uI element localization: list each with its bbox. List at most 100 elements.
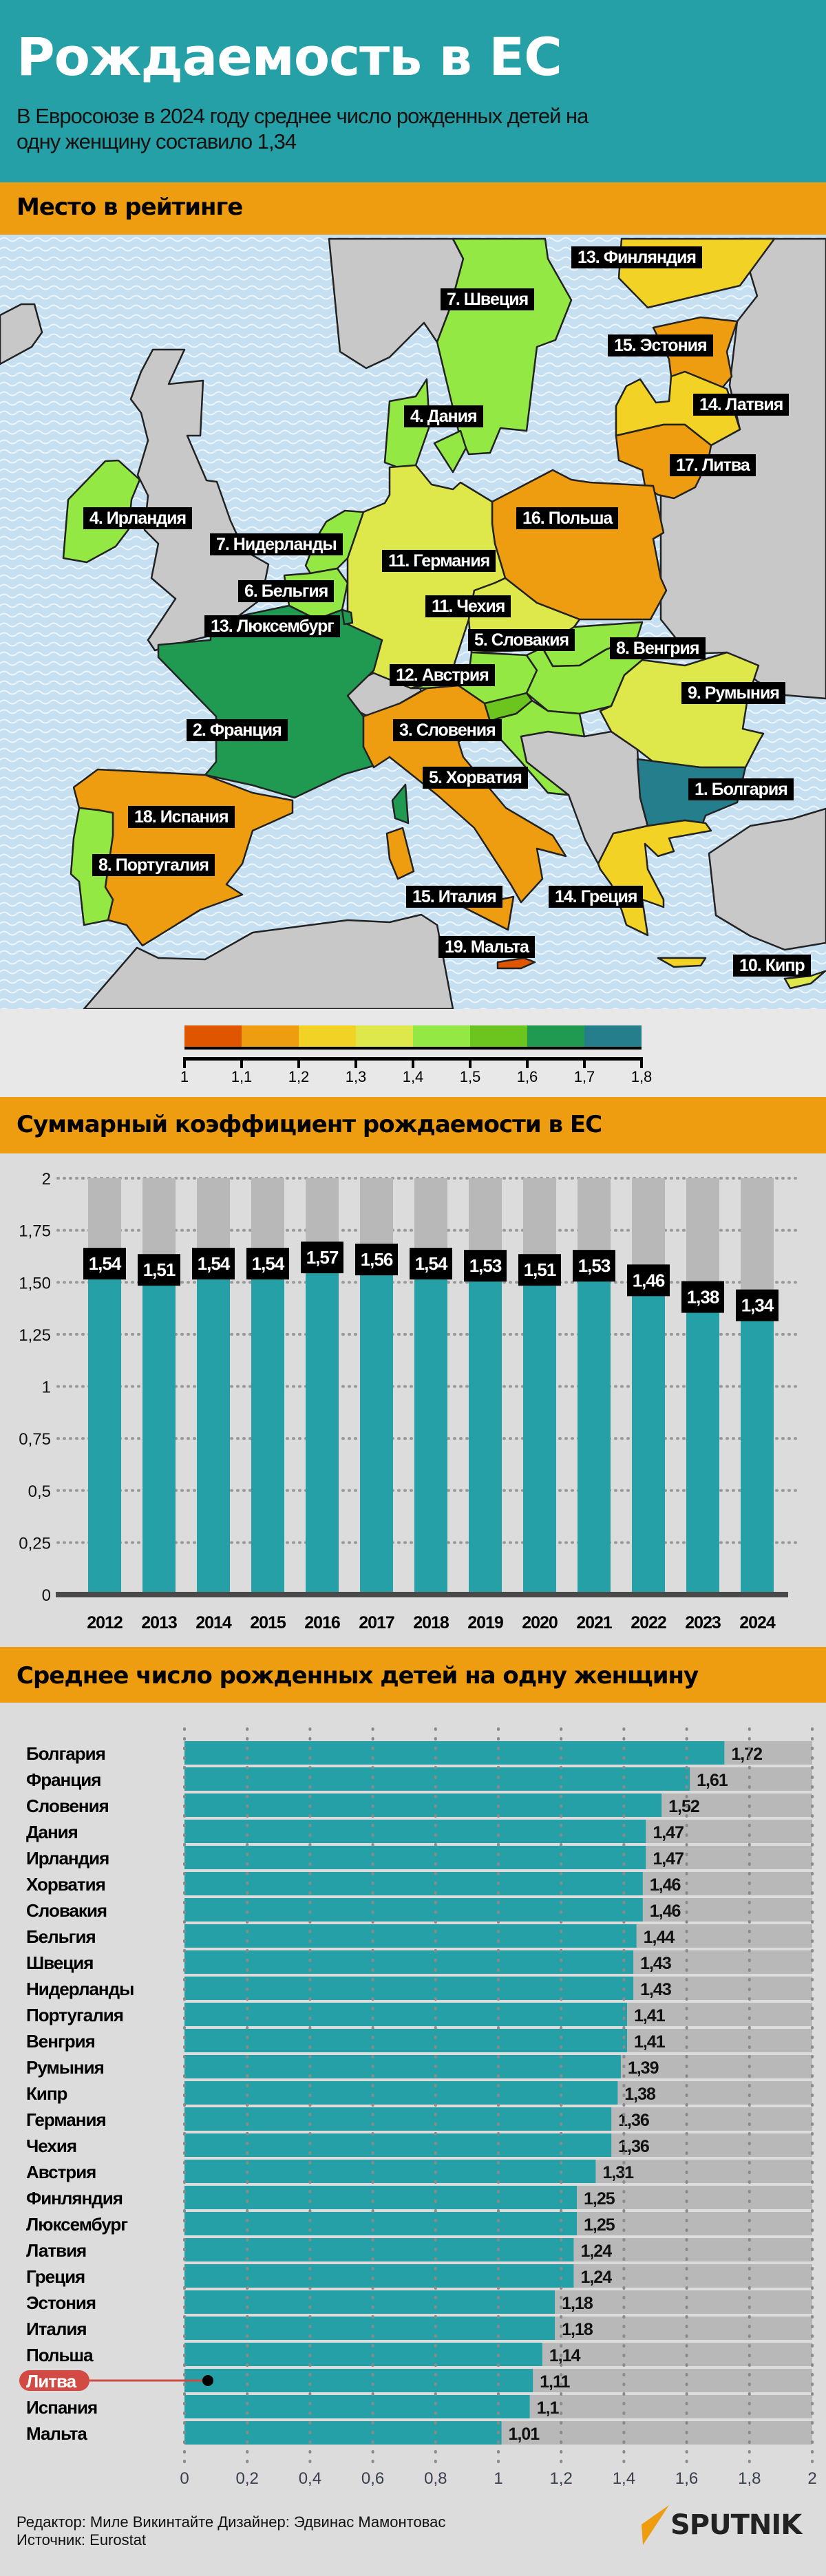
x-tick-label: 2020 <box>522 1613 558 1632</box>
x-tick-label: 2016 <box>304 1613 340 1632</box>
value-label: 1,46 <box>650 1902 681 1921</box>
x-tick-label: 2014 <box>195 1613 232 1632</box>
bar-Дания <box>184 1820 646 1843</box>
bar-2018 <box>414 1274 447 1595</box>
bar-Чехия <box>184 2133 612 2157</box>
value-label: 1,53 <box>469 1255 502 1276</box>
legend-swatch <box>356 1025 413 1047</box>
value-label: 1,18 <box>562 2320 593 2339</box>
legend-tick-label: 1,2 <box>288 1068 310 1085</box>
row-label: Румыния <box>26 2057 104 2078</box>
bar-2019 <box>469 1276 502 1595</box>
legend-tick-mark <box>354 1057 357 1068</box>
fertility-rate-chart: 0 0,25 0,5 0,75 1 1,25 1,50 1,75 2 1,54 2012 1,51 20… <box>0 1153 826 1647</box>
row-label: Словения <box>26 1796 109 1816</box>
legend-tick-label: 1,6 <box>516 1068 538 1085</box>
value-label-box <box>192 1248 235 1280</box>
map-label: 8. Венгрия <box>610 637 706 659</box>
legend-swatch <box>242 1025 299 1047</box>
page-title: Рождаемость в ЕС <box>17 26 562 87</box>
x-tick-label: 2013 <box>141 1613 177 1632</box>
map-label: 5. Словакия <box>468 629 575 651</box>
bar-Латвия <box>184 2238 574 2261</box>
row-label: Польша <box>26 2345 94 2365</box>
legend-tick-mark <box>526 1057 529 1068</box>
subtitle: В Евросоюзе в 2024 году среднее число ро… <box>17 104 589 153</box>
y-tick-label: 0 <box>42 1586 51 1605</box>
bar-Испания <box>184 2395 530 2418</box>
bar-2012 <box>88 1274 121 1595</box>
highlight-pill <box>19 2370 89 2391</box>
legend-swatch <box>184 1025 242 1047</box>
bar-Словакия <box>184 1898 643 1922</box>
map-label: 19. Мальта <box>438 936 535 958</box>
country-crete <box>657 957 707 968</box>
map-label: 13. Люксембург <box>204 615 340 637</box>
legend-swatch <box>413 1025 470 1047</box>
value-label-box <box>301 1242 343 1274</box>
bar-Литва <box>184 2369 533 2392</box>
row-label: Ирландия <box>26 1848 109 1869</box>
map-label: 4. Ирландия <box>83 507 193 529</box>
map-label: 5. Хорватия <box>423 767 528 789</box>
bar-Эстония <box>184 2290 555 2314</box>
legend-swatch <box>527 1025 584 1047</box>
row-label: Австрия <box>26 2162 96 2182</box>
value-label: 1,54 <box>252 1253 285 1274</box>
legend-tick-label: 1,3 <box>345 1068 367 1085</box>
country-corsica <box>391 783 410 824</box>
y-tick-label: 0,75 <box>19 1430 51 1449</box>
bar-Польша <box>184 2343 542 2366</box>
row-label: Люксембург <box>26 2214 128 2235</box>
y-tick-label: 2 <box>42 1170 51 1189</box>
y-tick-label: 1 <box>42 1379 51 1397</box>
y-tick-label: 0,5 <box>28 1482 51 1501</box>
land-uk <box>129 348 270 652</box>
bar-2013 <box>142 1280 176 1595</box>
x-tick-label: 0,6 <box>361 2469 384 2488</box>
country-portugal <box>70 807 114 926</box>
value-label: 1,18 <box>562 2294 593 2313</box>
x-axis <box>56 1592 788 1597</box>
map-label: 16. Польша <box>516 507 619 529</box>
source: Источник: Eurostat <box>17 2531 147 2548</box>
x-tick-label: 1,2 <box>550 2469 573 2488</box>
value-label-box <box>83 1248 126 1280</box>
row-label: Италия <box>26 2319 87 2339</box>
legend-swatch <box>470 1025 527 1047</box>
value-label: 1,31 <box>602 2163 634 2182</box>
map-label: 9. Румыния <box>681 682 785 704</box>
row-label: Германия <box>26 2109 106 2130</box>
bar-Бельгия <box>184 1924 637 1948</box>
sputnik-logo-icon <box>642 2505 669 2545</box>
bar-2014 <box>197 1274 230 1595</box>
x-tick-label: 1,4 <box>613 2469 635 2488</box>
bar-Венгрия <box>184 2029 627 2052</box>
row-label: Хорватия <box>26 1874 105 1895</box>
value-label: 1,52 <box>668 1797 699 1816</box>
bar-Германия <box>184 2107 612 2131</box>
bar-Финляндия <box>184 2186 577 2209</box>
bar-2022 <box>632 1290 665 1595</box>
row-label: Испания <box>26 2397 97 2418</box>
bar-Франция <box>184 1767 690 1791</box>
bar-2016 <box>306 1268 339 1595</box>
value-label: 1,44 <box>644 1928 675 1947</box>
legend-tick-mark <box>412 1057 414 1068</box>
bar-2021 <box>578 1276 611 1595</box>
x-tick-label: 1 <box>494 2469 502 2488</box>
value-label: 1,43 <box>640 1980 671 1999</box>
chart2-section-header: Среднее число рожденных детей на одну же… <box>0 1647 826 1703</box>
x-tick-label: 2022 <box>631 1613 666 1632</box>
legend-tick-mark <box>583 1057 586 1068</box>
bar-Румыния <box>184 2055 621 2078</box>
legend-tick-label: 1,8 <box>631 1068 653 1085</box>
row-label: Бельгия <box>26 1926 96 1947</box>
value-label: 1,72 <box>731 1745 762 1764</box>
row-label: Словакия <box>26 1900 107 1921</box>
value-label: 1,61 <box>697 1771 728 1790</box>
x-tick-label: 2017 <box>359 1613 394 1632</box>
bar-Нидерланды <box>184 1977 634 2000</box>
value-label: 1,54 <box>89 1253 122 1274</box>
value-label-box <box>410 1248 452 1280</box>
